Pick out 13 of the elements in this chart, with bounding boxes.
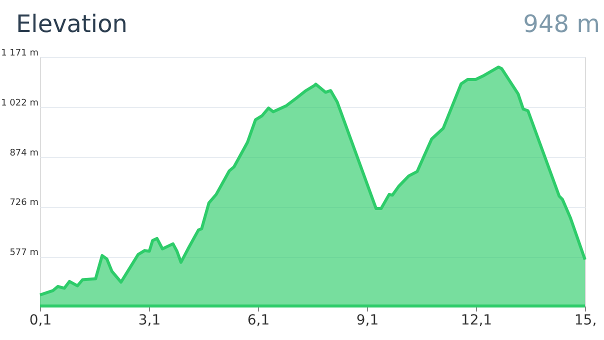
chart-title: Elevation xyxy=(16,10,128,38)
text: 948 m xyxy=(523,10,600,38)
y-tick-label: 1 022 m xyxy=(1,98,38,109)
x-tick-label: 3,1 xyxy=(138,312,161,328)
x-tick-label: 12,1 xyxy=(460,312,492,328)
x-tick-label: 9,1 xyxy=(356,312,379,328)
x-tick-label: 0,1 xyxy=(29,312,52,328)
y-tick-label: 1 171 m xyxy=(1,48,38,58)
y-tick-label: 726 m xyxy=(10,198,38,208)
y-tick-label: 577 m xyxy=(10,248,38,258)
x-tick-label: 6,1 xyxy=(247,312,270,328)
x-tick-label: 15, xyxy=(574,312,597,328)
y-tick-label: 874 m xyxy=(10,148,38,158)
